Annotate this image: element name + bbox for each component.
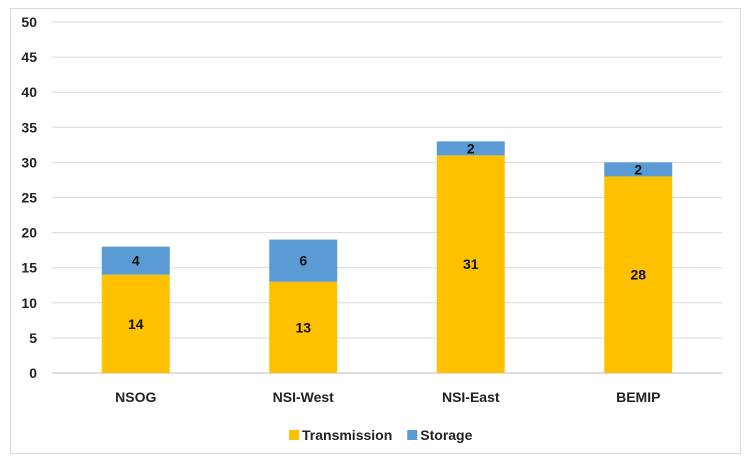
legend-label-transmission: Transmission <box>302 427 392 443</box>
legend-label-storage: Storage <box>420 427 472 443</box>
y-tick-label: 40 <box>21 84 37 100</box>
bar-transmission-nsi-east <box>436 155 505 373</box>
y-tick-label: 50 <box>21 14 37 30</box>
y-tick-label: 15 <box>21 260 37 276</box>
data-label: 28 <box>630 267 646 283</box>
y-tick-label: 0 <box>29 365 37 381</box>
legend: Transmission Storage <box>289 427 473 443</box>
x-tick-label: BEMIP <box>616 389 660 405</box>
legend-swatch-transmission <box>289 430 299 440</box>
y-tick-label: 10 <box>21 295 37 311</box>
bar-storage-nsog <box>101 246 170 275</box>
data-label: 4 <box>132 253 140 269</box>
bar-storage-nsi-west <box>269 239 338 282</box>
data-label: 6 <box>299 253 307 269</box>
data-label: 14 <box>128 316 144 332</box>
y-axis: 0 5 10 15 20 25 30 35 40 45 50 <box>21 14 37 381</box>
bar-storage-bemip <box>604 162 673 177</box>
y-tick-label: 25 <box>21 190 37 206</box>
data-label: 13 <box>295 319 311 335</box>
y-tick-label: 30 <box>21 154 37 170</box>
data-label: 2 <box>634 161 642 177</box>
y-tick-label: 45 <box>21 49 37 65</box>
data-label: 31 <box>463 256 479 272</box>
x-axis: NSOG NSI-West NSI-East BEMIP <box>115 389 660 405</box>
bar-transmission-bemip <box>604 176 673 373</box>
y-tick-label: 35 <box>21 119 37 135</box>
x-tick-label: NSOG <box>115 389 156 405</box>
bar-storage-nsi-east <box>436 141 505 156</box>
x-tick-label: NSI-East <box>442 389 500 405</box>
y-tick-label: 5 <box>29 330 37 346</box>
x-tick-label: NSI-West <box>273 389 335 405</box>
data-label: 2 <box>467 140 475 156</box>
y-tick-label: 20 <box>21 225 37 241</box>
bar-transmission-nsi-west <box>269 281 338 373</box>
bars: 14 4 13 6 31 2 28 2 <box>101 140 673 373</box>
bar-transmission-nsog <box>101 274 170 373</box>
legend-swatch-storage <box>407 430 418 440</box>
